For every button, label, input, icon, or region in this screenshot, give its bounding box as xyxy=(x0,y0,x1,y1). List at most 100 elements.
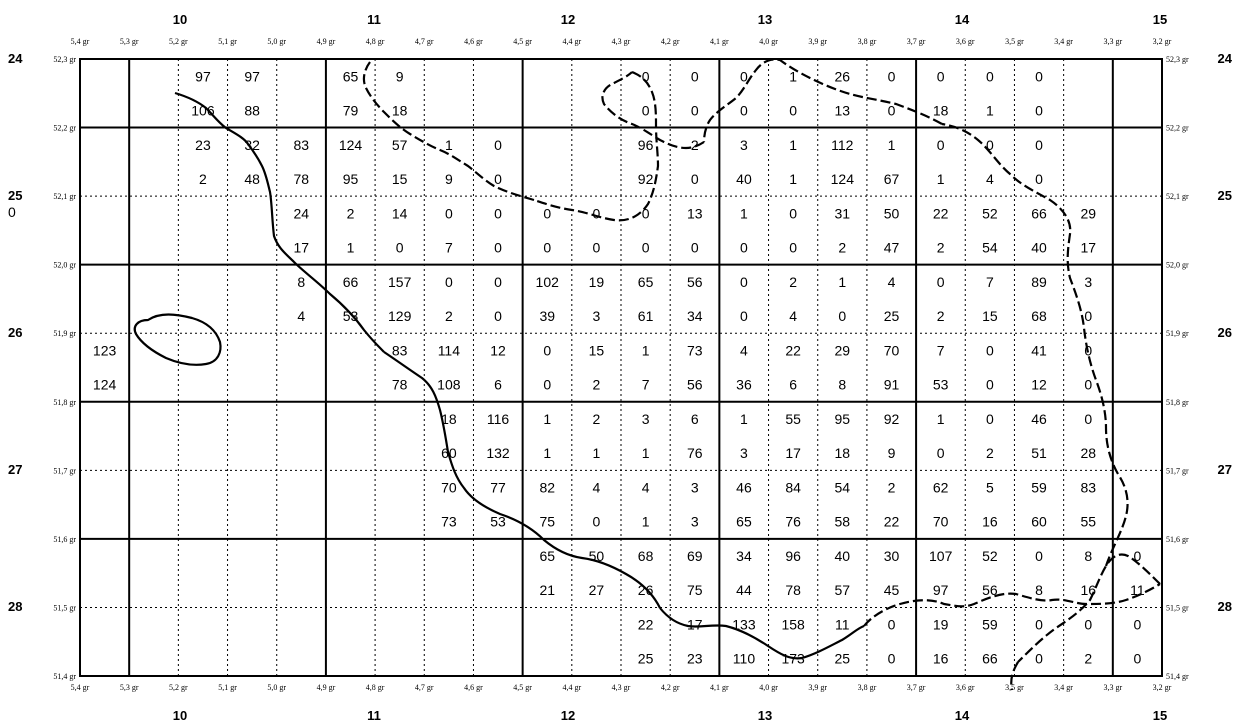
longitude-tick-bottom: 3,5 gr xyxy=(1005,683,1024,692)
cell-value-top: 8 xyxy=(297,274,305,290)
longitude-tick-bottom: 3,4 gr xyxy=(1054,683,1073,692)
cell-value-bottom: 0 xyxy=(642,239,650,255)
latitude-tick-right: 52,0 gr xyxy=(1166,261,1189,270)
longitude-tick-top: 4,6 gr xyxy=(464,37,483,46)
cell-value-bottom: 0 xyxy=(838,308,846,324)
cell-value-bottom: 1 xyxy=(642,445,650,461)
longitude-tick-top: 3,6 gr xyxy=(956,37,975,46)
cell-value-bottom: 124 xyxy=(831,171,855,187)
longitude-tick-bottom: 4,3 gr xyxy=(612,683,631,692)
sheet-column-label-top: 15 xyxy=(1153,12,1167,27)
cell-value-bottom: 78 xyxy=(294,171,310,187)
cell-value-top: 54 xyxy=(835,480,851,496)
cell-value-top: 114 xyxy=(438,343,461,359)
cell-value-bottom: 76 xyxy=(785,514,801,530)
cell-value-bottom: 22 xyxy=(884,514,900,530)
cell-value-bottom: 75 xyxy=(687,582,703,598)
cell-value-bottom: 1 xyxy=(937,171,945,187)
cell-value-bottom: 0 xyxy=(888,651,896,667)
cell-value-bottom: 60 xyxy=(1031,514,1047,530)
sheet-column-label-bottom: 13 xyxy=(758,708,772,723)
cell-value-bottom: 0 xyxy=(494,171,502,187)
cell-value-bottom: 3 xyxy=(740,445,748,461)
cell-value-top: 0 xyxy=(1035,548,1043,564)
cell-value-bottom: 0 xyxy=(1134,651,1142,667)
cell-value-bottom: 7 xyxy=(445,239,453,255)
longitude-tick-bottom: 4,6 gr xyxy=(464,683,483,692)
cell-value-bottom: 28 xyxy=(1080,445,1096,461)
cell-value-bottom: 68 xyxy=(1031,308,1047,324)
cell-value-top: 1 xyxy=(445,137,453,153)
cell-value-bottom: 2 xyxy=(445,308,453,324)
cell-value-top: 3 xyxy=(740,137,748,153)
longitude-tick-top: 4,9 gr xyxy=(317,37,336,46)
longitude-tick-top: 5,0 gr xyxy=(267,37,286,46)
cell-value-top: 68 xyxy=(638,548,654,564)
cell-value-top: 0 xyxy=(937,137,945,153)
longitude-tick-bottom: 4,9 gr xyxy=(317,683,336,692)
cell-value-top: 52 xyxy=(982,205,998,221)
sheet-row-label-right: 28 xyxy=(1218,599,1232,614)
latitude-tick-right: 51,4 gr xyxy=(1166,672,1189,681)
cell-value-bottom: 8 xyxy=(1035,582,1043,598)
cell-value-bottom: 110 xyxy=(733,651,756,667)
cell-value-top: 30 xyxy=(884,548,900,564)
cell-value-bottom: 44 xyxy=(736,582,752,598)
longitude-tick-top: 3,4 gr xyxy=(1054,37,1073,46)
cell-value-bottom: 16 xyxy=(982,514,998,530)
cell-value-bottom: 0 xyxy=(691,171,699,187)
cell-value-bottom: 40 xyxy=(1031,239,1047,255)
cell-value-top: 0 xyxy=(445,205,453,221)
sheet-column-label-bottom: 15 xyxy=(1153,708,1167,723)
longitude-tick-top: 4,5 gr xyxy=(513,37,532,46)
longitude-tick-top: 4,8 gr xyxy=(366,37,385,46)
cell-value-bottom: 45 xyxy=(884,582,900,598)
cell-value-bottom: 2 xyxy=(838,239,846,255)
cell-value-top: 1 xyxy=(642,343,650,359)
cell-value-bottom: 66 xyxy=(982,651,998,667)
latitude-tick-right: 51,6 gr xyxy=(1166,535,1189,544)
cell-value-bottom: 7 xyxy=(642,377,650,393)
coast-ijmuiden-inlet xyxy=(533,70,705,222)
map-frame xyxy=(79,58,1163,677)
cell-value-bottom: 0 xyxy=(740,239,748,255)
cell-value-top: 89 xyxy=(1031,274,1047,290)
cell-value-top: 22 xyxy=(638,617,654,633)
cell-value-bottom: 3 xyxy=(691,514,699,530)
cell-value-top: 73 xyxy=(687,343,703,359)
cell-value-bottom: 53 xyxy=(933,377,949,393)
cell-value-bottom: 0 xyxy=(642,102,650,118)
cell-value-bottom: 1 xyxy=(789,171,797,187)
latitude-tick-right: 51,8 gr xyxy=(1166,398,1189,407)
longitude-tick-bottom: 4,4 gr xyxy=(562,683,581,692)
cell-value-top: 0 xyxy=(1035,68,1043,84)
coast-estuary-east xyxy=(863,583,1161,627)
cell-value-top: 0 xyxy=(543,343,551,359)
cell-value-top: 4 xyxy=(642,480,650,496)
longitude-tick-top: 4,1 gr xyxy=(710,37,729,46)
sheet-row-label-left: 28 xyxy=(8,599,22,614)
cell-value-bottom: 95 xyxy=(343,171,359,187)
cell-value-top: 66 xyxy=(1031,205,1047,221)
cell-value-bottom: 124 xyxy=(93,377,117,393)
sheet-row-label-right: 26 xyxy=(1218,325,1232,340)
latitude-tick-left: 51,7 gr xyxy=(53,466,76,475)
cell-value-bottom: 0 xyxy=(1084,308,1092,324)
cell-value-bottom: 39 xyxy=(539,308,555,324)
cell-value-bottom: 73 xyxy=(441,514,457,530)
cell-value-bottom: 9 xyxy=(445,171,453,187)
cell-value-top: 59 xyxy=(982,617,998,633)
cell-value-bottom: 16 xyxy=(1080,582,1096,598)
cell-value-bottom: 27 xyxy=(589,582,605,598)
cell-value-top: 65 xyxy=(638,274,654,290)
latitude-tick-right: 52,1 gr xyxy=(1166,192,1189,201)
cell-value-top: 34 xyxy=(736,548,752,564)
minor-grid-lines xyxy=(80,59,1162,676)
cell-value-bottom: 0 xyxy=(888,102,896,118)
cell-value-top: 1 xyxy=(838,274,846,290)
cell-value-top: 0 xyxy=(1134,548,1142,564)
cell-value-bottom: 25 xyxy=(884,308,900,324)
coast-main-north xyxy=(174,91,385,353)
cell-value-top: 83 xyxy=(294,137,310,153)
cell-value-top: 83 xyxy=(1080,480,1096,496)
